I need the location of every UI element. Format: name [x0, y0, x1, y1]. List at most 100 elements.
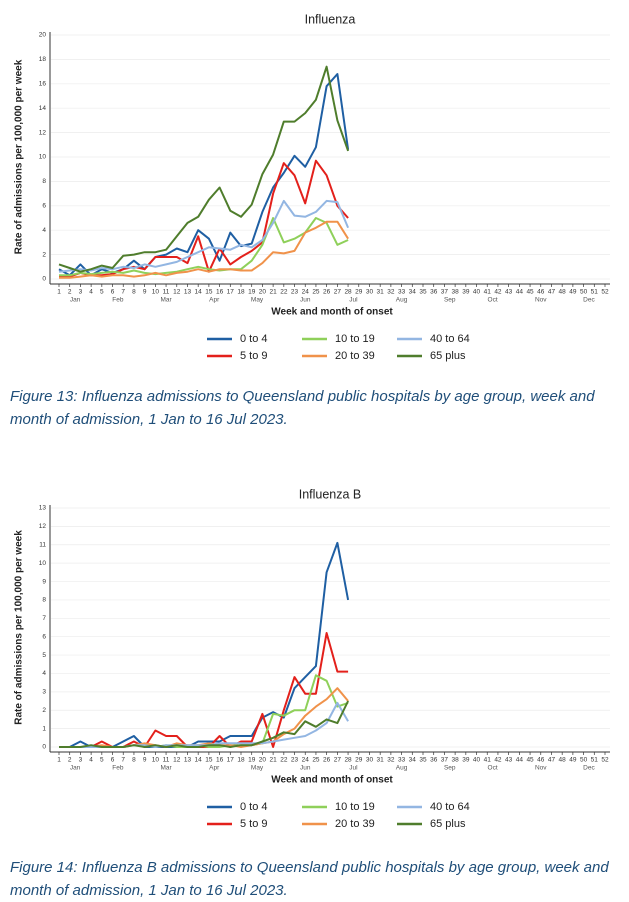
- x-tick-label: 42: [494, 757, 502, 764]
- y-tick-label: 18: [39, 56, 47, 63]
- x-tick-label: 22: [280, 757, 288, 764]
- y-tick-label: 16: [39, 81, 47, 88]
- x-tick-label: 8: [132, 757, 136, 764]
- month-label: Mar: [160, 297, 172, 304]
- x-tick-label: 1: [57, 757, 61, 764]
- x-tick-label: 27: [334, 289, 342, 296]
- x-tick-label: 41: [484, 289, 492, 296]
- y-tick-label: 13: [39, 505, 47, 512]
- x-axis-title: Week and month of onset: [271, 307, 393, 318]
- x-tick-label: 40: [473, 289, 481, 296]
- chart-title: Influenza B: [299, 487, 362, 501]
- series-line: [58, 199, 350, 273]
- x-tick-label: 42: [494, 289, 502, 296]
- x-tick-label: 19: [248, 757, 256, 764]
- month-label: May: [251, 765, 264, 772]
- x-tick-label: 20: [259, 757, 267, 764]
- x-tick-label: 25: [312, 757, 320, 764]
- x-tick-label: 46: [537, 289, 545, 296]
- y-tick-label: 2: [42, 707, 46, 714]
- x-tick-label: 21: [270, 289, 278, 296]
- x-tick-label: 52: [601, 757, 609, 764]
- x-tick-label: 44: [516, 757, 524, 764]
- legend-label: 20 to 39: [335, 350, 375, 362]
- x-tick-label: 26: [323, 757, 331, 764]
- month-label: Oct: [488, 297, 498, 304]
- x-tick-label: 3: [79, 757, 83, 764]
- y-tick-label: 4: [42, 670, 46, 677]
- x-tick-label: 38: [452, 289, 460, 296]
- month-label: Jan: [70, 297, 81, 304]
- y-tick-label: 5: [42, 652, 46, 659]
- x-tick-label: 32: [387, 289, 395, 296]
- x-tick-label: 49: [569, 289, 577, 296]
- y-tick-label: 0: [42, 276, 46, 283]
- month-label: Jul: [349, 297, 358, 304]
- x-tick-label: 48: [559, 757, 567, 764]
- x-tick-label: 7: [121, 289, 125, 296]
- x-tick-label: 35: [419, 757, 427, 764]
- x-tick-label: 1: [57, 289, 61, 296]
- series-line: [59, 700, 350, 748]
- x-tick-label: 2: [68, 289, 72, 296]
- x-tick-label: 46: [537, 757, 545, 764]
- x-tick-label: 49: [569, 757, 577, 764]
- y-tick-label: 14: [39, 105, 47, 112]
- x-tick-label: 12: [173, 757, 181, 764]
- x-tick-label: 25: [312, 289, 320, 296]
- month-label: Dec: [583, 297, 595, 304]
- x-tick-label: 21: [270, 757, 278, 764]
- x-tick-label: 52: [601, 289, 609, 296]
- legend-label: 0 to 4: [240, 333, 268, 345]
- x-tick-label: 17: [227, 757, 235, 764]
- legend-label: 10 to 19: [335, 801, 375, 813]
- x-tick-label: 38: [452, 757, 460, 764]
- month-label: Aug: [396, 297, 408, 304]
- y-tick-label: 1: [42, 725, 46, 732]
- figure-caption: Figure 14: Influenza B admissions to Que…: [10, 859, 609, 899]
- x-tick-label: 51: [591, 757, 599, 764]
- x-tick-label: 34: [409, 289, 417, 296]
- x-tick-label: 20: [259, 289, 267, 296]
- month-label: Mar: [160, 765, 172, 772]
- legend-label: 5 to 9: [240, 818, 268, 830]
- x-axis-title: Week and month of onset: [271, 775, 393, 786]
- x-tick-label: 24: [302, 757, 310, 764]
- x-tick-label: 12: [173, 289, 181, 296]
- x-tick-label: 47: [548, 757, 556, 764]
- month-label: Jun: [300, 297, 311, 304]
- x-tick-label: 18: [237, 757, 245, 764]
- legend-label: 65 plus: [430, 350, 466, 362]
- series-line: [58, 73, 350, 277]
- y-tick-label: 12: [39, 129, 47, 136]
- legend-label: 0 to 4: [240, 801, 268, 813]
- x-tick-label: 48: [559, 289, 567, 296]
- x-tick-label: 32: [387, 757, 395, 764]
- x-tick-label: 10: [152, 757, 160, 764]
- x-tick-label: 22: [280, 289, 288, 296]
- y-tick-label: 7: [42, 615, 46, 622]
- x-tick-label: 39: [462, 757, 470, 764]
- x-tick-label: 15: [205, 757, 213, 764]
- x-tick-label: 30: [366, 289, 374, 296]
- x-tick-label: 14: [195, 757, 203, 764]
- x-tick-label: 13: [184, 289, 192, 296]
- x-tick-label: 17: [227, 289, 235, 296]
- series-line: [59, 159, 349, 278]
- x-tick-label: 43: [505, 757, 513, 764]
- y-tick-label: 12: [39, 523, 47, 530]
- x-tick-label: 43: [505, 289, 513, 296]
- series-line: [59, 220, 349, 279]
- x-tick-label: 39: [462, 289, 470, 296]
- month-label: Apr: [209, 297, 220, 304]
- series-line: [59, 217, 349, 277]
- x-tick-label: 34: [409, 757, 417, 764]
- month-label: Feb: [112, 297, 124, 304]
- series-line: [59, 687, 349, 748]
- x-tick-label: 19: [248, 289, 256, 296]
- y-tick-label: 8: [42, 597, 46, 604]
- x-tick-label: 9: [143, 289, 147, 296]
